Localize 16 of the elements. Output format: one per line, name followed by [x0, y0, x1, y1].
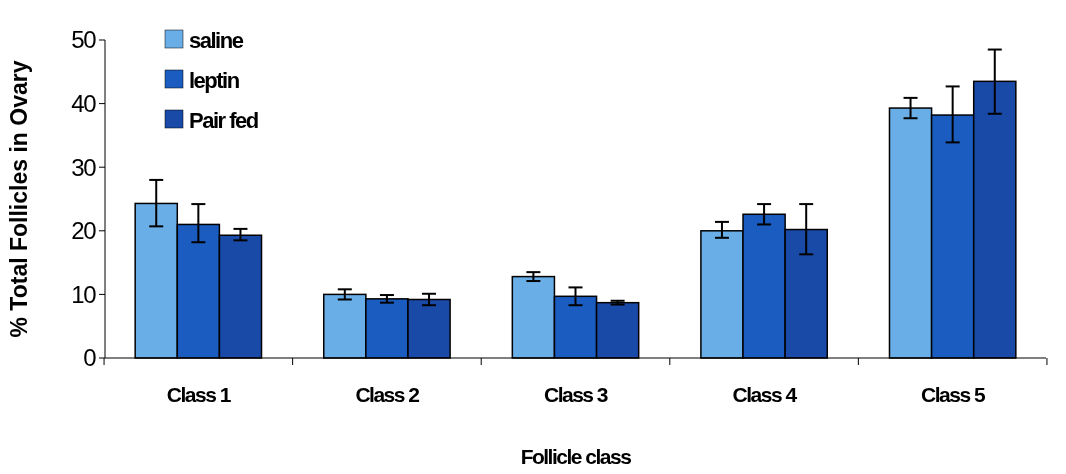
legend-label: Pair fed: [189, 107, 258, 133]
x-tick-label: Class 3: [543, 383, 608, 406]
y-axis-title: % Total Follicles in Ovary: [6, 60, 32, 338]
x-tick-label: Class 5: [921, 383, 986, 406]
x-tick-label: Class 1: [166, 383, 232, 406]
x-axis-title: Follicle class: [520, 445, 632, 468]
x-tick-label: Class 4: [732, 383, 798, 406]
legend-label: saline: [189, 27, 244, 53]
y-tick-label: 50: [71, 26, 97, 54]
y-tick-label: 0: [83, 344, 97, 372]
y-tick-label: 30: [71, 153, 97, 181]
y-tick-label: 10: [71, 280, 97, 308]
y-tick-label: 40: [71, 90, 97, 117]
x-tick-label: Class 2: [355, 383, 420, 406]
legend-label: leptin: [189, 67, 240, 93]
y-tick-label: 20: [71, 217, 97, 245]
